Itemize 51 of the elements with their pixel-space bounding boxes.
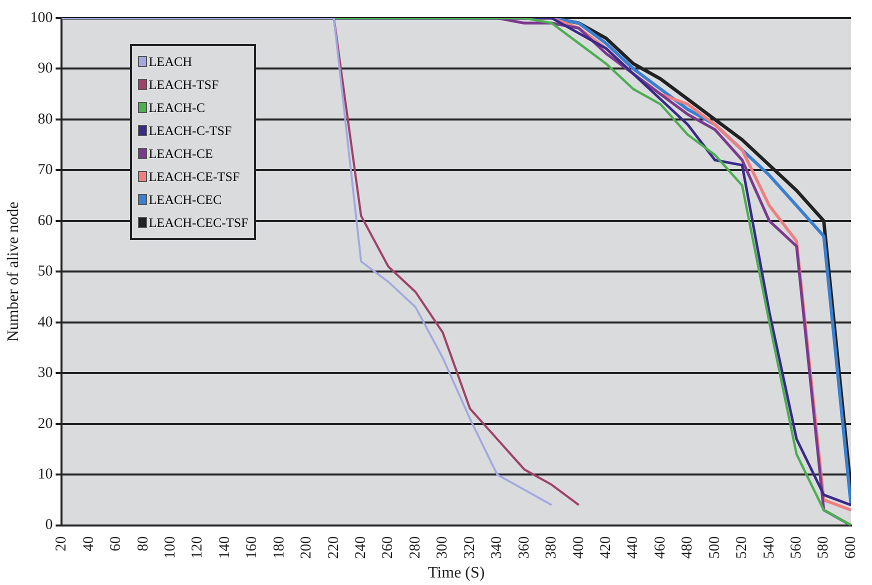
x-tick-label: 280 [407, 536, 424, 559]
x-axis-title: Time (S) [428, 564, 485, 582]
x-tick-label: 420 [598, 536, 614, 559]
legend-label: LEACH [148, 54, 192, 70]
x-tick-label: 180 [271, 536, 288, 559]
x-tick-label: 340 [489, 536, 506, 559]
legend-label: LEACH-CEC [148, 192, 222, 208]
y-tick-label: 80 [38, 111, 53, 128]
y-tick-label: 60 [38, 212, 53, 229]
x-tick-label: 260 [380, 536, 396, 559]
y-tick-label: 40 [38, 314, 53, 330]
x-tick-label: 140 [216, 536, 233, 559]
x-tick-label: 60 [108, 536, 124, 552]
y-tick-label: 30 [38, 365, 53, 382]
legend-label: LEACH-TSF [148, 76, 219, 92]
legend-label: LEACH-C [148, 100, 206, 116]
x-tick-label: 220 [326, 536, 342, 559]
legend-label: LEACH-CE [148, 146, 213, 162]
x-tick-label: 160 [244, 536, 260, 559]
x-tick-label: 320 [462, 536, 478, 559]
x-tick-label: 120 [190, 536, 206, 559]
x-tick-label: 40 [80, 536, 97, 552]
x-tick-label: 480 [680, 536, 696, 559]
y-tick-label: 0 [45, 517, 53, 534]
x-tick-label: 360 [516, 536, 532, 559]
y-tick-label: 70 [38, 162, 53, 178]
x-tick-label: 400 [570, 536, 587, 559]
x-tick-label: 440 [625, 536, 642, 559]
legend-label: LEACH-C-TSF [148, 122, 232, 138]
x-tick-label: 520 [734, 536, 750, 559]
x-tick-label: 200 [298, 536, 315, 559]
x-tick-label: 560 [788, 536, 805, 559]
x-tick-label: 300 [434, 536, 451, 559]
x-tick-label: 580 [816, 536, 832, 559]
x-tick-label: 100 [162, 536, 179, 559]
legend-label: LEACH-CE-TSF [148, 168, 240, 184]
y-tick-label: 100 [30, 10, 53, 26]
y-tick-label: 50 [38, 264, 53, 280]
x-tick-label: 540 [761, 536, 778, 559]
x-tick-label: 380 [544, 536, 560, 559]
y-tick-label: 90 [38, 60, 53, 77]
legend-label: LEACH-CEC-TSF [148, 214, 248, 230]
x-tick-label: 20 [54, 536, 70, 552]
x-tick-label: 500 [706, 536, 723, 559]
x-tick-label: 600 [842, 536, 859, 559]
y-tick-label: 10 [38, 466, 53, 483]
x-tick-label: 80 [135, 536, 152, 552]
y-axis-title: Number of alive node [4, 202, 22, 342]
x-tick-label: 240 [353, 536, 370, 559]
y-tick-label: 20 [38, 416, 53, 432]
x-tick-label: 460 [652, 536, 668, 559]
